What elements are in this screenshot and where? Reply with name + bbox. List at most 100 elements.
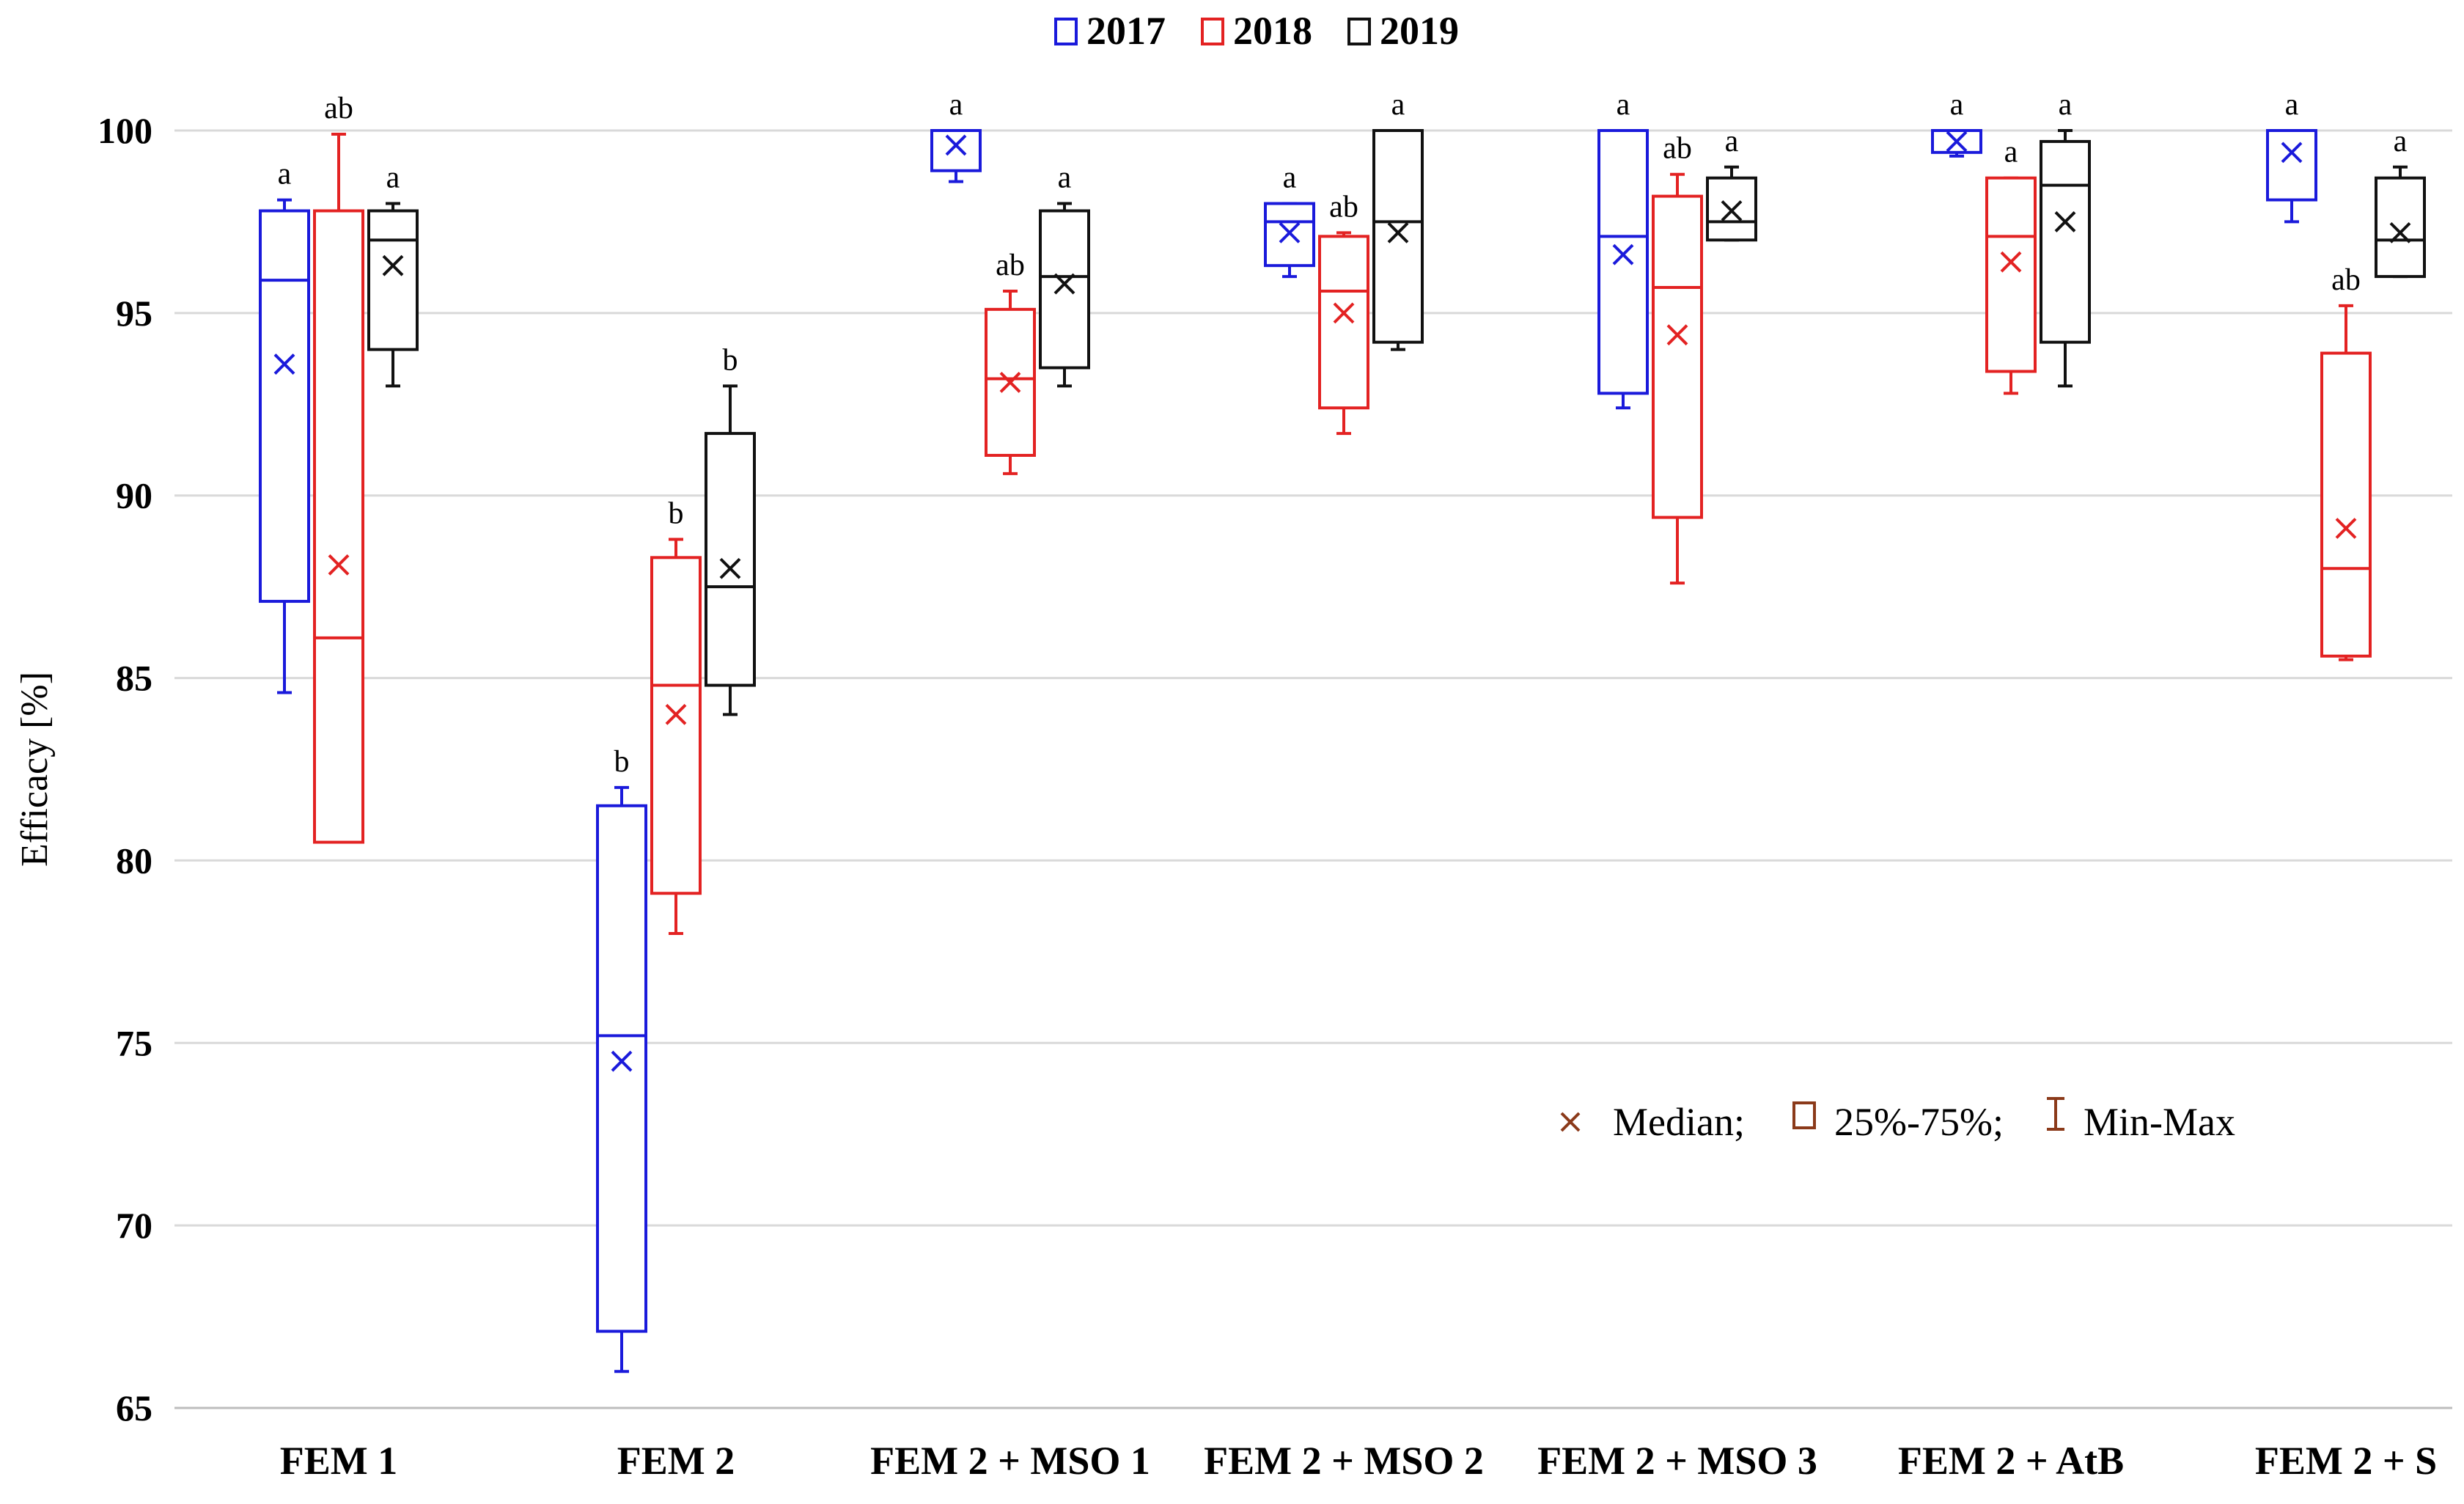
y-tick-label-75: 75 — [116, 1022, 152, 1063]
significance-label: a — [2394, 125, 2408, 158]
box-iqr — [2040, 139, 2091, 344]
median-key-icon — [1560, 1112, 1581, 1132]
box-2017-2: a — [930, 88, 982, 183]
significance-label: a — [2059, 88, 2073, 122]
significance-label: ab — [1663, 132, 1692, 166]
mean-marker — [1279, 221, 1301, 243]
box-2017-1: b — [596, 745, 647, 1373]
legend-label: 2018 — [1233, 9, 1312, 53]
x-category-label: FEM 2 + S — [2255, 1439, 2437, 1483]
iqr-key-icon — [1792, 1101, 1816, 1129]
box-2017-0: a — [259, 158, 310, 694]
y-tick-label-100: 100 — [98, 110, 152, 151]
significance-label: b — [614, 745, 630, 779]
significance-label: a — [2285, 88, 2299, 122]
box-iqr — [2320, 351, 2372, 658]
mean-marker — [2054, 211, 2076, 232]
box-2019-1: b — [705, 343, 756, 716]
box-iqr — [1372, 129, 1424, 344]
box-2019-2: a — [1039, 161, 1090, 388]
significance-label: b — [669, 496, 684, 530]
x-category-label: FEM 2 + MSO 2 — [1204, 1439, 1484, 1483]
box-key-annotation: Median; 25%-75%; Min-Max — [1560, 1097, 2235, 1144]
significance-label: a — [1283, 161, 1297, 195]
legend-swatch — [1054, 18, 1078, 45]
mean-marker — [2335, 518, 2357, 539]
box-iqr — [259, 209, 310, 604]
y-tick-label-85: 85 — [116, 658, 152, 699]
box-iqr — [650, 556, 702, 895]
box-2019-6: a — [2375, 125, 2426, 279]
significance-label: a — [1058, 161, 1072, 195]
y-axis-label: Efficacy [%] — [14, 672, 56, 867]
range-key-label: Min-Max — [2084, 1100, 2235, 1144]
mean-marker — [1053, 273, 1075, 295]
mean-marker — [1612, 243, 1634, 265]
box-2019-5: a — [2040, 88, 2091, 388]
box-2017-5: a — [1931, 88, 1982, 158]
x-category-label: FEM 2 + MSO 3 — [1537, 1439, 1817, 1483]
significance-label: ab — [996, 249, 1025, 282]
significance-label: ab — [324, 92, 353, 125]
significance-label: a — [1617, 88, 1630, 122]
legend-swatch — [1347, 18, 1371, 45]
mean-marker — [665, 703, 687, 725]
significance-label: a — [1391, 88, 1405, 122]
mean-marker — [2000, 251, 2022, 273]
median-key-label: Median; — [1613, 1100, 1745, 1144]
mean-marker — [1387, 221, 1409, 243]
legend-swatch — [1201, 18, 1224, 45]
box-iqr — [1039, 209, 1090, 370]
box-2018-1: b — [650, 496, 702, 935]
box-iqr — [985, 307, 1036, 457]
mean-marker — [1946, 131, 1968, 153]
significance-label: ab — [1329, 190, 1358, 224]
box-2017-4: a — [1597, 88, 1649, 410]
mean-marker — [1721, 200, 1743, 221]
y-tick-label-95: 95 — [116, 293, 152, 334]
significance-label: b — [723, 343, 738, 377]
x-category-label: FEM 2 + AtB — [1898, 1439, 2124, 1483]
mean-marker — [1333, 302, 1355, 324]
box-iqr — [367, 209, 419, 351]
box-iqr — [1985, 176, 2037, 373]
significance-label: a — [1725, 125, 1739, 158]
iqr-key-label: 25%-75%; — [1834, 1100, 2004, 1144]
box-2019-4: a — [1706, 125, 1757, 242]
box-2018-2: ab — [985, 249, 1036, 475]
box-2017-6: a — [2266, 88, 2317, 224]
legend-label: 2017 — [1086, 9, 1166, 53]
significance-label: ab — [2331, 263, 2361, 297]
mean-marker — [719, 557, 741, 579]
x-category-label: FEM 1 — [280, 1439, 397, 1483]
box-iqr — [1652, 194, 1703, 519]
box-2018-3: ab — [1318, 190, 1369, 436]
legend-label: 2019 — [1380, 9, 1459, 53]
box-iqr — [2266, 129, 2317, 202]
box-2019-3: a — [1372, 88, 1424, 351]
significance-label: a — [1950, 88, 1964, 122]
axes-layer: 65 70 75 80 85 90 95 100 FEM 1 FEM 2 FEM 2 + MSO 1… — [14, 110, 2452, 1483]
box-2019-0: a — [367, 161, 419, 388]
box-iqr — [705, 432, 756, 687]
mean-marker — [2389, 221, 2411, 243]
y-tick-label-90: 90 — [116, 475, 152, 516]
mean-marker — [999, 372, 1021, 393]
significance-label: a — [278, 158, 292, 191]
y-tick-label-80: 80 — [116, 840, 152, 881]
box-iqr — [1597, 129, 1649, 395]
x-category-label: FEM 2 + MSO 1 — [870, 1439, 1150, 1483]
mean-marker — [611, 1050, 633, 1072]
mean-marker — [273, 353, 295, 375]
box-2018-4: ab — [1652, 132, 1703, 585]
significance-label: a — [386, 161, 400, 195]
mean-marker — [945, 134, 967, 156]
legend-item-2017: 2017 — [1054, 9, 1166, 53]
legend-item-2019: 2019 — [1347, 9, 1459, 53]
y-tick-label-65: 65 — [116, 1387, 152, 1428]
x-category-label: FEM 2 — [617, 1439, 735, 1483]
mean-marker — [328, 554, 350, 576]
